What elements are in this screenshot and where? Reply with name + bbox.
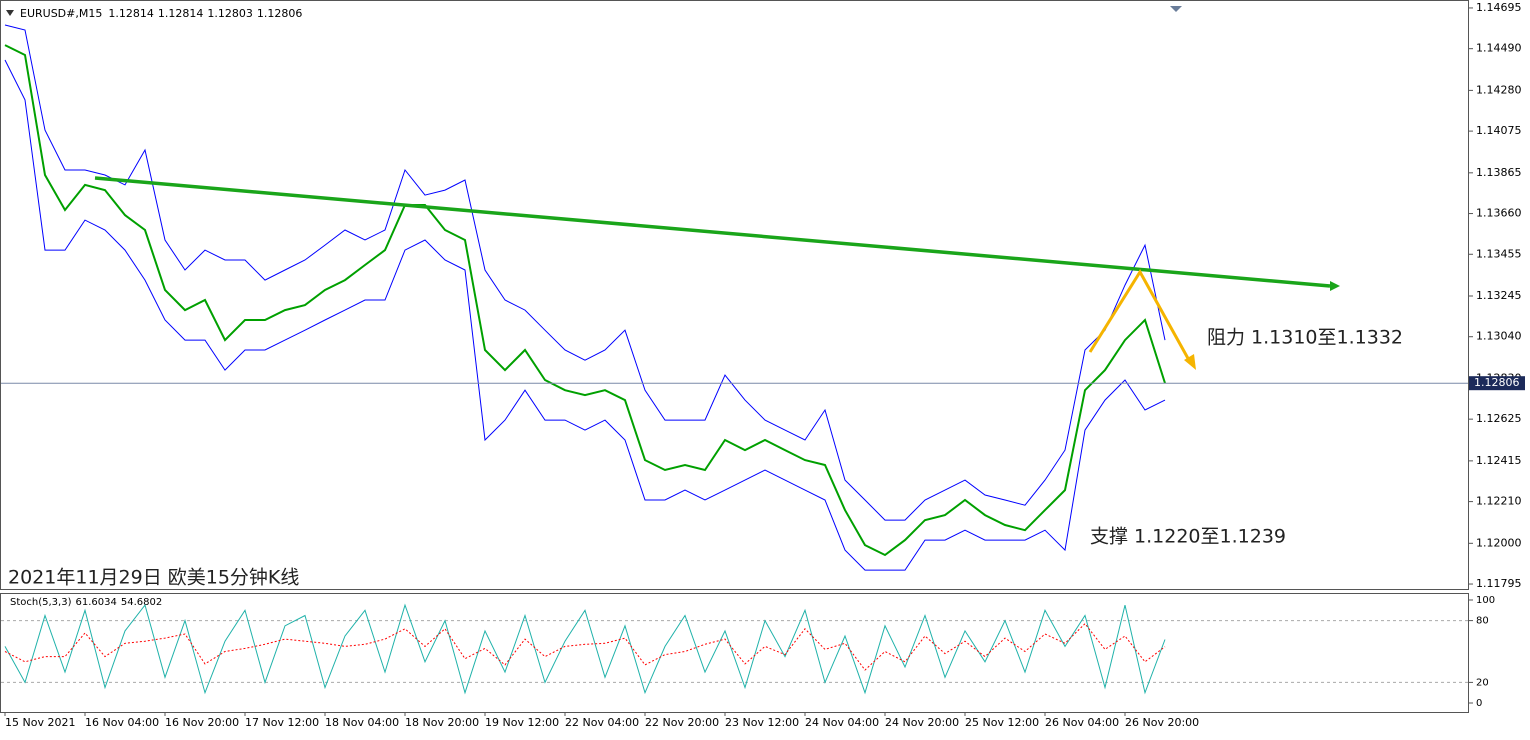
x-tick-label: 15 Nov 2021 [5, 716, 75, 729]
series-line [4, 603, 1166, 695]
y-tick-label: 1.12000 [1476, 536, 1522, 549]
x-tick-label: 23 Nov 12:00 [725, 716, 799, 729]
x-tick-label: 22 Nov 04:00 [565, 716, 639, 729]
trend-line [94, 176, 1331, 288]
resistance-note: 阻力 1.1310至1.1332 [1207, 327, 1403, 349]
menu-arrow [6, 10, 14, 16]
support-note: 支撑 1.1220至1.1239 [1090, 526, 1286, 548]
x-tick-label: 19 Nov 12:00 [485, 716, 559, 729]
chart-caption: 2021年11月29日 欧美15分钟K线 [8, 567, 299, 589]
y-tick-label: 1.13865 [1476, 166, 1522, 179]
low: 1.12803 [207, 7, 253, 20]
series-line [4, 24, 1166, 521]
y-tick-label: 1.12415 [1476, 454, 1522, 467]
x-tick-label: 25 Nov 12:00 [965, 716, 1039, 729]
y-tick-label: 1.12625 [1476, 412, 1522, 425]
stoch-d-last: 54.6802 [121, 597, 162, 608]
x-tick-label: 16 Nov 20:00 [165, 716, 239, 729]
close: 1.12806 [257, 7, 303, 20]
y-tick-label: 1.14695 [1476, 1, 1522, 14]
x-tick-label: 26 Nov 20:00 [1125, 716, 1199, 729]
x-tick-label: 22 Nov 20:00 [645, 716, 719, 729]
current-price-box [1469, 376, 1525, 391]
y-tick-label: 1.11795 [1476, 577, 1522, 590]
y-tick-label: 1.13040 [1476, 330, 1522, 343]
x-tick-label: 26 Nov 04:00 [1045, 716, 1119, 729]
y-tick-label: 0 [1476, 698, 1482, 709]
y-tick-label: 1.14280 [1476, 83, 1522, 96]
y-tick-label: 20 [1476, 677, 1489, 688]
stoch-k-last: 61.6034 [75, 597, 116, 608]
y-tick-label: 80 [1476, 616, 1489, 627]
series-line [4, 622, 1166, 671]
stoch-panel [0, 593, 1469, 713]
x-tick-label: 24 Nov 20:00 [885, 716, 959, 729]
shift-marker [1170, 6, 1182, 12]
series-line [4, 59, 1166, 571]
series-line [4, 44, 1166, 557]
x-tick-label: 24 Nov 04:00 [805, 716, 879, 729]
y-tick-label: 1.14490 [1476, 42, 1522, 55]
y-tick-label: 1.13660 [1476, 207, 1522, 220]
stoch-header: Stoch(5,3,3) 61.6034 54.6802 [10, 597, 162, 608]
open: 1.12814 [108, 7, 154, 20]
x-tick-label: 16 Nov 04:00 [85, 716, 159, 729]
y-tick-label: 100 [1476, 595, 1495, 606]
x-tick-label: 17 Nov 12:00 [245, 716, 319, 729]
pattern-line [1088, 269, 1192, 363]
y-tick-label: 1.14075 [1476, 124, 1522, 137]
trend-arrow [1330, 281, 1340, 291]
x-tick-label: 18 Nov 04:00 [325, 716, 399, 729]
header: EURUSD#,M15 1.12814 1.12814 1.12803 1.12806 [20, 7, 302, 20]
symbol: EURUSD#,M15 [20, 7, 102, 20]
y-tick-label: 1.13455 [1476, 247, 1522, 260]
pattern-arrow [1184, 354, 1196, 370]
x-tick-label: 18 Nov 20:00 [405, 716, 479, 729]
stoch-title: Stoch(5,3,3) [10, 597, 72, 608]
current-price-label: 1.12806 [1474, 376, 1520, 389]
y-tick-label: 1.13245 [1476, 289, 1522, 302]
high: 1.12814 [158, 7, 204, 20]
y-tick-label: 1.12210 [1476, 495, 1522, 508]
main-panel [0, 0, 1469, 590]
